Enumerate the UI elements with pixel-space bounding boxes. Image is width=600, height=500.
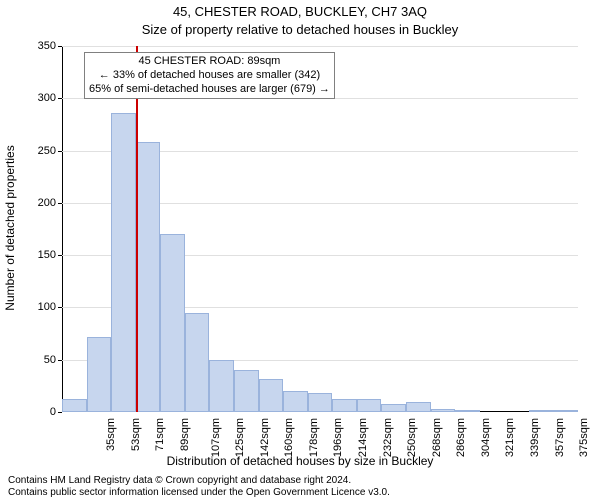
x-tick-label: 196sqm bbox=[333, 418, 345, 457]
y-tick-label: 150 bbox=[26, 249, 56, 261]
histogram-bar bbox=[332, 399, 357, 412]
property-marker-line bbox=[136, 46, 138, 412]
histogram-bar bbox=[553, 410, 578, 412]
y-tick bbox=[58, 307, 62, 308]
x-tick-label: 375sqm bbox=[578, 418, 590, 457]
y-tick bbox=[58, 412, 62, 413]
x-tick-label: 89sqm bbox=[179, 418, 191, 451]
x-tick-label: 160sqm bbox=[283, 418, 295, 457]
histogram-bar bbox=[209, 360, 234, 412]
x-tick-label: 35sqm bbox=[105, 418, 117, 451]
x-tick-label: 125sqm bbox=[234, 418, 246, 457]
x-tick-label: 250sqm bbox=[406, 418, 418, 457]
annotation-line-3: 65% of semi-detached houses are larger (… bbox=[89, 83, 330, 97]
x-tick-label: 53sqm bbox=[130, 418, 142, 451]
y-tick-label: 200 bbox=[26, 197, 56, 209]
x-tick-label: 71sqm bbox=[154, 418, 166, 451]
histogram-bar bbox=[136, 142, 161, 412]
y-tick bbox=[58, 255, 62, 256]
histogram-bar bbox=[406, 402, 431, 412]
y-tick bbox=[58, 203, 62, 204]
footer-line-1: Contains HM Land Registry data © Crown c… bbox=[8, 475, 390, 487]
x-tick-label: 268sqm bbox=[431, 418, 443, 457]
histogram-bar bbox=[283, 391, 308, 412]
x-tick-label: 142sqm bbox=[259, 418, 271, 457]
y-axis-label: Number of detached properties bbox=[3, 145, 17, 310]
footer-attribution: Contains HM Land Registry data © Crown c… bbox=[8, 475, 390, 498]
histogram-bars bbox=[62, 46, 578, 412]
x-tick-label: 357sqm bbox=[554, 418, 566, 457]
x-tick-label: 107sqm bbox=[210, 418, 222, 457]
histogram-bar bbox=[381, 404, 406, 412]
x-tick-label: 286sqm bbox=[455, 418, 467, 457]
y-tick bbox=[58, 98, 62, 99]
chart-container: 45, CHESTER ROAD, BUCKLEY, CH7 3AQ Size … bbox=[0, 0, 600, 500]
marker-annotation-box: 45 CHESTER ROAD: 89sqm ← 33% of detached… bbox=[84, 52, 335, 99]
histogram-bar bbox=[87, 337, 112, 412]
histogram-bar bbox=[111, 113, 136, 412]
annotation-line-1: 45 CHESTER ROAD: 89sqm bbox=[89, 55, 330, 69]
histogram-bar bbox=[259, 379, 284, 412]
histogram-bar bbox=[234, 370, 259, 412]
x-tick-label: 232sqm bbox=[382, 418, 394, 457]
y-tick bbox=[58, 151, 62, 152]
histogram-bar bbox=[529, 410, 554, 412]
y-tick-label: 0 bbox=[26, 406, 56, 418]
y-tick-label: 350 bbox=[26, 40, 56, 52]
histogram-bar bbox=[308, 393, 333, 412]
annotation-line-2: ← 33% of detached houses are smaller (34… bbox=[89, 69, 330, 83]
footer-line-2: Contains public sector information licen… bbox=[8, 487, 390, 499]
histogram-bar bbox=[431, 409, 456, 412]
y-tick bbox=[58, 360, 62, 361]
histogram-bar bbox=[62, 399, 87, 412]
chart-title-address: 45, CHESTER ROAD, BUCKLEY, CH7 3AQ bbox=[0, 4, 600, 19]
y-tick-label: 50 bbox=[26, 354, 56, 366]
y-tick-label: 250 bbox=[26, 145, 56, 157]
y-tick bbox=[58, 46, 62, 47]
x-tick-label: 214sqm bbox=[357, 418, 369, 457]
histogram-bar bbox=[160, 234, 185, 412]
x-tick-label: 178sqm bbox=[308, 418, 320, 457]
x-tick-label: 339sqm bbox=[529, 418, 541, 457]
x-tick-label: 304sqm bbox=[480, 418, 492, 457]
y-tick-label: 300 bbox=[26, 92, 56, 104]
histogram-bar bbox=[455, 410, 480, 412]
y-tick-label: 100 bbox=[26, 301, 56, 313]
chart-title-description: Size of property relative to detached ho… bbox=[0, 22, 600, 37]
x-tick-label: 321sqm bbox=[505, 418, 517, 457]
histogram-bar bbox=[185, 313, 210, 412]
histogram-bar bbox=[357, 399, 382, 412]
